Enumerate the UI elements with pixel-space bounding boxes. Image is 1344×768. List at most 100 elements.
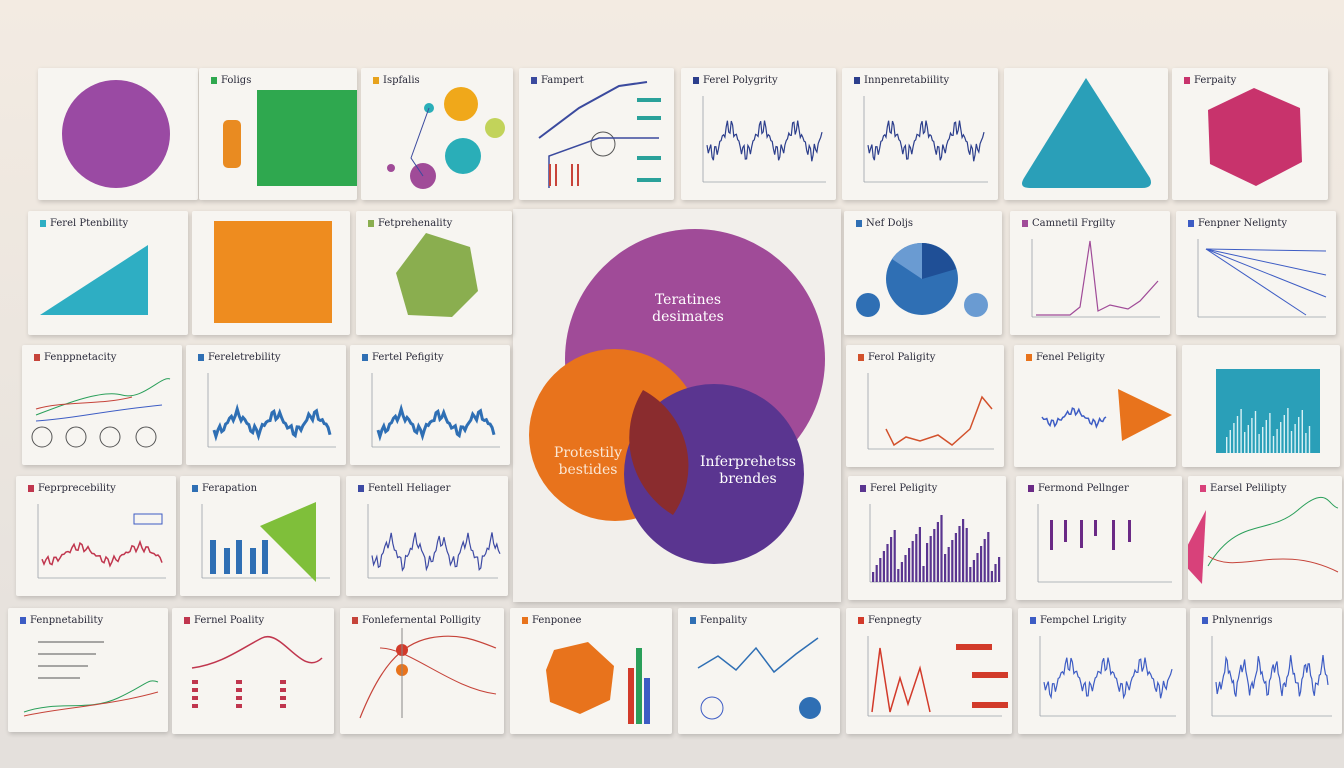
series-line <box>212 403 332 442</box>
bar-mark <box>1229 430 1231 453</box>
legend-swatch <box>236 680 242 684</box>
card-title: Fonlefernental Polligity <box>352 615 481 626</box>
bar-mark <box>636 648 642 724</box>
card-title: Innpenretabiility <box>854 75 949 86</box>
card-illustration <box>214 221 332 323</box>
title-color-chip <box>531 77 537 84</box>
bar-mark <box>1240 409 1242 453</box>
card-illustration <box>359 628 497 719</box>
bar-mark <box>994 564 997 582</box>
bar-mark <box>990 571 993 582</box>
card-title: Fenpner Nelignty <box>1188 218 1287 229</box>
bar-mark <box>250 548 256 574</box>
chart-card: Fernel Poality <box>172 608 334 734</box>
dot-shape <box>444 87 478 121</box>
green-hexagon-shape <box>396 233 478 317</box>
flow-line <box>538 81 648 139</box>
bar-mark <box>872 572 875 582</box>
legend-swatch <box>637 98 661 102</box>
bar-mark <box>1298 417 1300 453</box>
card-illustration <box>867 636 1008 717</box>
bar-mark <box>1276 429 1278 453</box>
bar-mark <box>555 164 557 186</box>
bar-mark <box>1251 418 1253 453</box>
bar-mark <box>571 164 573 186</box>
series-line <box>697 637 819 674</box>
pie-slice <box>922 243 956 279</box>
series-line <box>1215 655 1329 697</box>
bar-mark <box>893 530 896 582</box>
series-line <box>1205 248 1327 276</box>
green-cube-shape <box>257 90 357 186</box>
card-illustration <box>371 373 500 448</box>
card-title: Fenpality <box>690 615 747 626</box>
bar-mark <box>922 566 925 582</box>
chart-card: Ispfalis <box>361 68 513 200</box>
chart-card: Fenpnetability <box>8 608 168 732</box>
bar-mark <box>882 551 885 582</box>
card-illustration <box>1211 636 1332 717</box>
venn-diagram-card: Teratines desimates Protestily bestides … <box>513 209 841 602</box>
bar-mark <box>628 668 634 724</box>
teal-wedge-shape <box>40 245 148 315</box>
bar-mark <box>890 537 893 582</box>
card-title: Fetprehenality <box>368 218 452 229</box>
bar-mark <box>944 554 947 582</box>
bar-mark <box>1290 431 1293 453</box>
bar-mark <box>1050 520 1053 550</box>
legend-swatch <box>280 704 286 708</box>
bar-mark <box>915 534 918 582</box>
bar-mark <box>962 519 965 582</box>
orange-square-shape <box>214 221 332 323</box>
bar-mark <box>969 567 972 582</box>
bar-mark <box>900 562 903 582</box>
title-color-chip <box>1188 220 1194 227</box>
bar-mark <box>940 515 943 582</box>
bar-mark <box>1254 411 1257 453</box>
card-illustration <box>869 504 1001 583</box>
card-illustration <box>201 502 330 582</box>
series-line <box>1205 248 1307 316</box>
chart-card: Camnetil Frgilty <box>1010 211 1170 335</box>
series-line <box>885 395 993 447</box>
bar-mark <box>958 526 961 582</box>
card-title: Camnetil Frgilty <box>1022 218 1115 229</box>
node-dot <box>964 293 988 317</box>
title-color-chip <box>184 617 190 624</box>
bar-mark <box>1265 420 1267 453</box>
bar-mark <box>1112 520 1115 550</box>
chart-card: Fertel Pefigity <box>350 345 510 465</box>
chart-card: Ferel Peligity <box>848 476 1006 600</box>
bar-mark <box>879 558 882 582</box>
legend-swatch <box>972 702 1008 708</box>
bar-mark <box>1244 432 1246 453</box>
dot-shape <box>445 138 481 174</box>
chart-card: Fenpner Nelignty <box>1176 211 1336 335</box>
bar-mark <box>1272 436 1275 453</box>
bar-mark <box>1236 416 1239 453</box>
title-color-chip <box>40 220 46 227</box>
series-line <box>191 635 323 669</box>
chart-card: Fenpnegty <box>846 608 1012 734</box>
card-illustration <box>1216 369 1320 453</box>
title-color-chip <box>1202 617 1208 624</box>
chart-card: Fenppnetacity <box>22 345 182 465</box>
chart-card <box>38 68 198 200</box>
series-line <box>1207 496 1339 567</box>
legend-swatch <box>280 696 286 700</box>
title-color-chip <box>362 354 368 361</box>
title-color-chip <box>690 617 696 624</box>
node-dot <box>799 697 821 719</box>
card-illustration <box>191 635 323 708</box>
title-color-chip <box>854 77 860 84</box>
card-title: Feprprecebility <box>28 483 116 494</box>
icon-circle <box>135 426 157 448</box>
flow-node <box>590 131 616 157</box>
card-illustration <box>207 373 336 448</box>
bar-mark <box>224 548 230 574</box>
series-line <box>1041 407 1107 429</box>
bar-mark <box>983 539 986 582</box>
title-color-chip <box>211 77 217 84</box>
title-color-chip <box>373 77 379 84</box>
card-title: Earsel Pelilipty <box>1200 483 1287 494</box>
